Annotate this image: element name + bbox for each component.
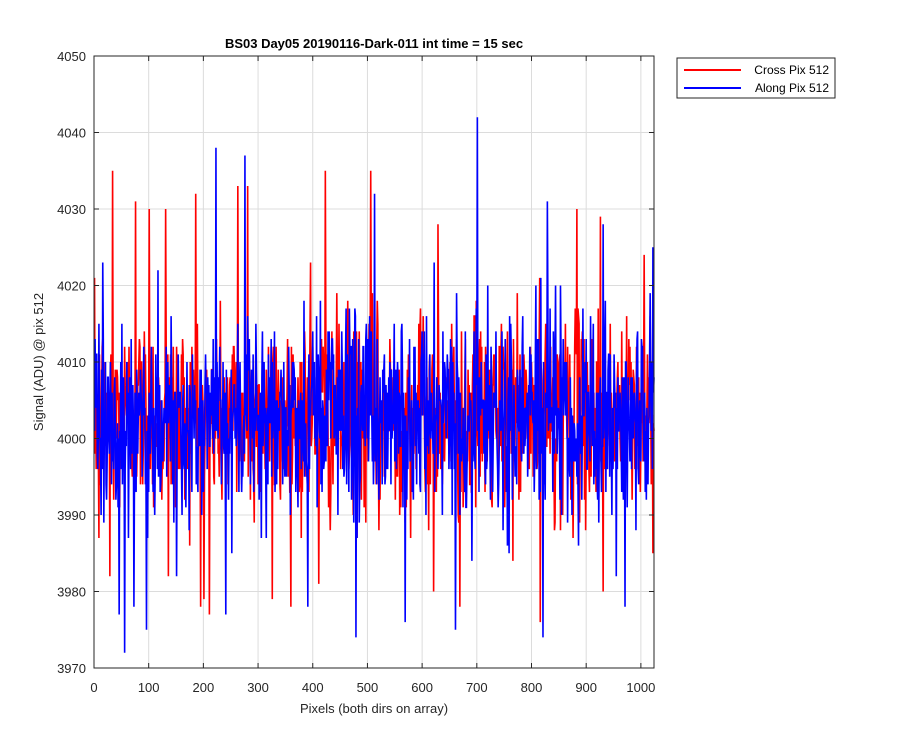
y-axis-title: Signal (ADU) @ pix 512 [31, 293, 46, 431]
x-tick-label: 500 [357, 680, 379, 695]
x-tick-label: 800 [521, 680, 543, 695]
series-layer [93, 117, 655, 653]
y-tick-label: 4020 [57, 279, 86, 294]
y-tick-label: 4010 [57, 355, 86, 370]
y-tick-label: 4030 [57, 202, 86, 217]
x-tick-label: 400 [302, 680, 324, 695]
x-tick-label: 700 [466, 680, 488, 695]
y-tick-label: 3970 [57, 661, 86, 676]
legend: Cross Pix 512 Along Pix 512 [676, 57, 836, 99]
y-tick-label: 3980 [57, 585, 86, 600]
legend-box [676, 57, 836, 99]
x-tick-label: 0 [90, 680, 97, 695]
y-tick-label: 4000 [57, 432, 86, 447]
x-axis-title: Pixels (both dirs on array) [300, 701, 448, 716]
series-line-along-pix-512 [93, 117, 655, 653]
x-tick-label: 200 [193, 680, 215, 695]
y-tick-label: 3990 [57, 508, 86, 523]
legend-label-cross: Cross Pix 512 [754, 63, 829, 77]
x-tick-label: 900 [575, 680, 597, 695]
x-tick-label: 1000 [626, 680, 655, 695]
y-tick-label: 4050 [57, 49, 86, 64]
chart-title: BS03 Day05 20190116-Dark-011 int time = … [225, 36, 523, 51]
x-tick-label: 600 [411, 680, 433, 695]
legend-label-along: Along Pix 512 [755, 81, 829, 95]
y-tick-label: 4040 [57, 126, 86, 141]
tick-layer: 0 100 200 300 400 500 600 700 800 900 1000 3970 3980… [57, 49, 655, 695]
x-tick-label: 300 [247, 680, 269, 695]
x-tick-label: 100 [138, 680, 160, 695]
